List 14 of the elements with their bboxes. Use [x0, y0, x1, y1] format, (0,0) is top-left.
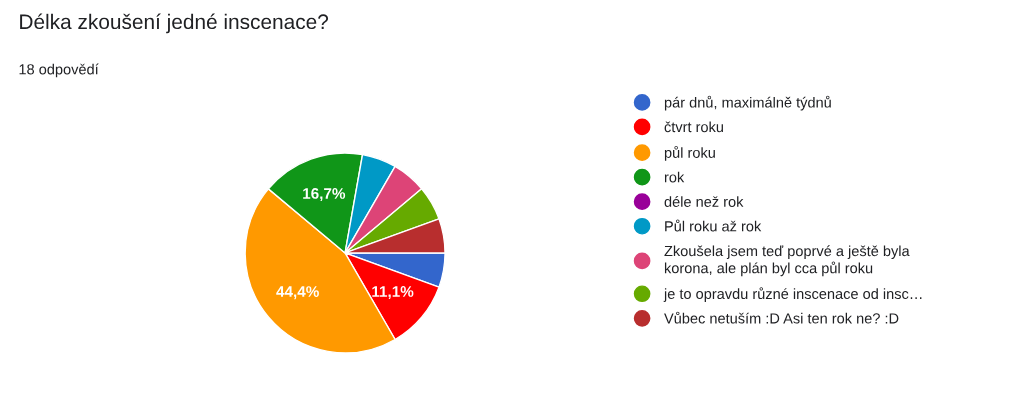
legend-label: rok — [664, 171, 685, 183]
legend-label: déle než rok — [664, 196, 744, 207]
legend-label: Půl roku až rok — [665, 219, 762, 232]
data-label: 16,7% — [303, 188, 346, 202]
chart-title: Délka zkoušení jedné inscenace? — [20, 13, 329, 34]
legend-label: čtvrt roku — [664, 121, 723, 133]
legend-label: Zkoušela jsem teď poprvé a ještě byla korona, ale plán byl cca půl roku — [664, 245, 910, 277]
legend-label: Vůbec netuším :D Asi ten rok ne? :D — [664, 311, 899, 324]
data-label: 44,4% — [276, 286, 319, 300]
legend-label: půl roku — [664, 145, 715, 161]
legend-label: pár dnů, maximálně týdnů — [664, 95, 831, 111]
data-label: 11,1% — [372, 286, 414, 300]
legend-label: je to opravdu různé inscenace od insc… — [663, 287, 922, 302]
text: 18 odpovědí — [19, 63, 99, 78]
